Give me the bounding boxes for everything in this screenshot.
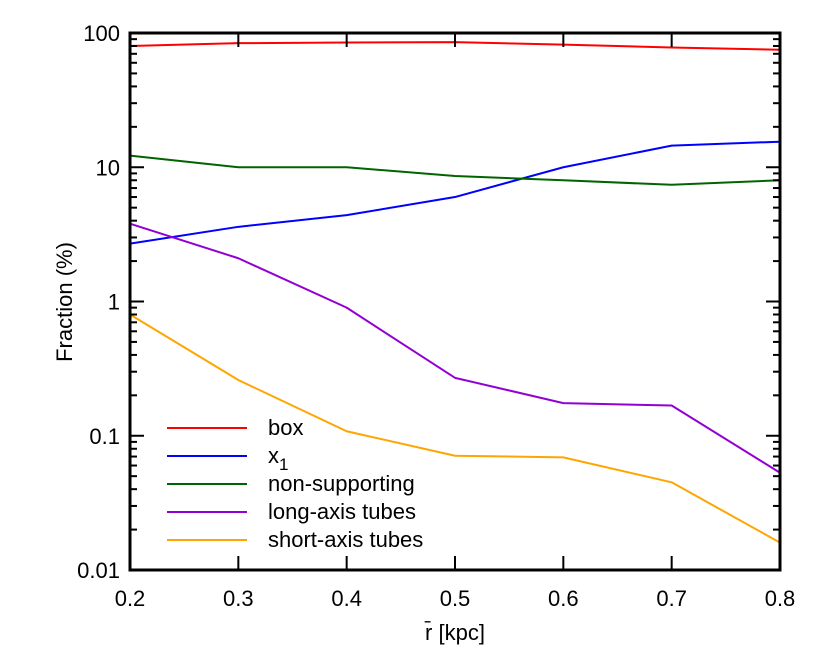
series-line-2 xyxy=(129,154,781,186)
y-tick-label-1: 0.1 xyxy=(89,424,120,449)
legend-label-4: short-axis tubes xyxy=(268,527,423,552)
x-axis-label: r̄ [kpc] xyxy=(425,620,485,645)
x-tick-label-2: 0.4 xyxy=(331,586,362,611)
y-tick-label-2: 1 xyxy=(108,290,120,315)
legend-label-1: x1 xyxy=(268,443,288,474)
legend-label-0: box xyxy=(268,415,303,440)
x-tick-label-3: 0.5 xyxy=(440,586,471,611)
x-tick-label-1: 0.3 xyxy=(223,586,254,611)
y-tick-label-3: 10 xyxy=(96,155,120,180)
x-tick-label-0: 0.2 xyxy=(115,586,146,611)
legend-label-2: non-supporting xyxy=(268,471,415,496)
y-tick-label-0: 0.01 xyxy=(77,558,120,583)
series-line-3 xyxy=(129,222,781,474)
plot-frame xyxy=(128,31,782,572)
series-layer xyxy=(129,41,781,544)
legend-label-3: long-axis tubes xyxy=(268,499,416,524)
series-line-1 xyxy=(129,140,781,245)
y-tick-label-4: 100 xyxy=(83,21,120,46)
x-tick-label-6: 0.8 xyxy=(765,586,796,611)
axes-layer: 0.01 0.1 1 10 100 0.2 0.3 0.4 0.5 0.6 0.7 0.8 xyxy=(77,21,795,611)
y-axis-label: Fraction (%) xyxy=(52,242,77,362)
x-tick-label-4: 0.6 xyxy=(548,586,579,611)
series-line-4 xyxy=(129,313,781,544)
x-tick-label-5: 0.7 xyxy=(656,586,687,611)
